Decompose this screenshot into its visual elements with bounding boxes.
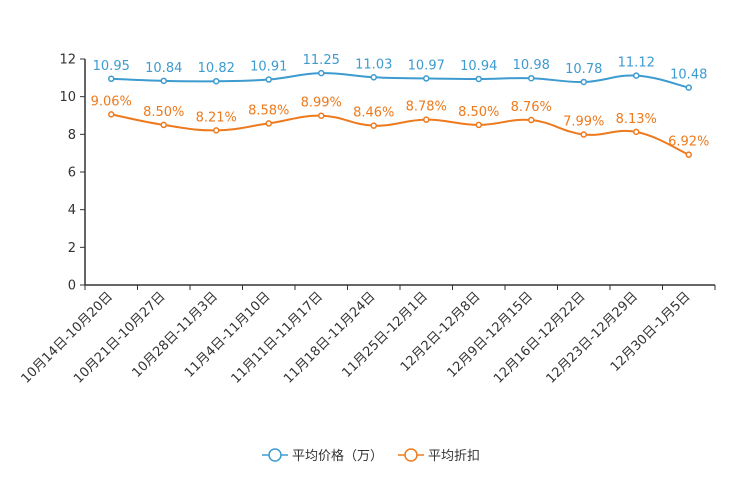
data-label: 8.13% — [616, 112, 657, 127]
legend-item-1: 平均价格（万） — [262, 448, 383, 464]
data-point — [580, 131, 587, 138]
data-label: 8.58% — [248, 103, 289, 118]
data-point — [423, 75, 430, 82]
x-tick-label: 10月21日-10月27日 — [71, 289, 168, 386]
data-point — [370, 122, 377, 129]
data-point — [213, 127, 220, 134]
data-label: 10.91 — [250, 60, 287, 75]
y-tick-label: 2 — [68, 241, 76, 256]
y-tick-label: 10 — [59, 90, 76, 105]
data-point — [265, 120, 272, 127]
data-label: 11.03 — [355, 57, 392, 72]
data-label: 10.82 — [198, 61, 235, 76]
legend-label: 平均价格（万） — [292, 448, 383, 464]
data-label: 10.48 — [670, 68, 707, 83]
data-point — [108, 111, 115, 118]
x-tick-label: 12月16日-12月22日 — [491, 289, 588, 386]
y-tick-label: 4 — [68, 203, 76, 218]
data-point — [528, 116, 535, 124]
data-label: 7.99% — [563, 115, 604, 130]
data-label: 10.98 — [513, 58, 550, 73]
data-label: 8.21% — [196, 110, 237, 125]
legend-marker — [268, 448, 282, 462]
x-tick-label: 12月23日-12月29日 — [544, 289, 641, 386]
data-label: 8.50% — [143, 105, 184, 120]
data-point — [580, 78, 587, 86]
data-label: 8.50% — [458, 105, 499, 120]
series-line — [111, 113, 690, 156]
series-layer: 10.95 10.84 10.82 10.91 11.25 11.03 10.97 10.94… — [91, 53, 709, 158]
data-point — [528, 74, 535, 82]
series-2: 9.06% 8.50% 8.21% 8.58% 8.99% 8.46% 8.78% 8.50%… — [91, 94, 709, 158]
y-tick-label: 8 — [68, 128, 76, 143]
legend-item-2: 平均折扣 — [398, 448, 480, 464]
data-label: 8.78% — [406, 100, 447, 115]
x-tick-label: 11月18日-11月24日 — [281, 289, 378, 386]
data-label: 10.84 — [145, 61, 182, 76]
data-point — [370, 74, 377, 81]
data-point — [108, 75, 115, 83]
data-label: 10.95 — [93, 59, 130, 74]
x-tick-label: 10月14日-10月20日 — [19, 289, 116, 386]
data-label: 10.97 — [408, 58, 445, 73]
legend-label: 平均折扣 — [428, 449, 480, 464]
data-point — [265, 76, 272, 83]
data-label: 8.76% — [511, 100, 552, 115]
y-tick-label: 0 — [68, 279, 76, 294]
data-point — [685, 151, 692, 158]
data-point — [475, 121, 482, 129]
x-tick-label: 11月11日-11月17日 — [229, 289, 326, 386]
data-point — [685, 84, 692, 91]
data-label: 6.92% — [668, 135, 709, 150]
y-tick-label: 12 — [59, 53, 76, 68]
data-label: 11.25 — [303, 53, 340, 68]
data-point — [160, 121, 167, 129]
data-point — [475, 75, 482, 83]
data-label: 8.99% — [301, 96, 342, 111]
data-label: 8.46% — [353, 106, 394, 121]
data-point — [633, 128, 640, 136]
series-line — [111, 72, 689, 89]
data-point — [318, 112, 325, 119]
data-point — [633, 72, 640, 79]
data-label: 9.06% — [91, 94, 132, 109]
legend-marker — [404, 448, 418, 462]
data-label: 10.78 — [565, 62, 602, 77]
y-tick-label: 6 — [68, 166, 76, 181]
data-label: 11.12 — [618, 56, 655, 71]
data-point — [160, 77, 167, 85]
series-1: 10.95 10.84 10.82 10.91 11.25 11.03 10.97 10.94… — [93, 53, 707, 91]
legend: 平均价格（万） 平均折扣 — [262, 448, 480, 464]
data-label: 10.94 — [460, 59, 497, 74]
data-point — [318, 69, 325, 77]
data-point — [213, 77, 220, 85]
data-point — [423, 116, 430, 123]
